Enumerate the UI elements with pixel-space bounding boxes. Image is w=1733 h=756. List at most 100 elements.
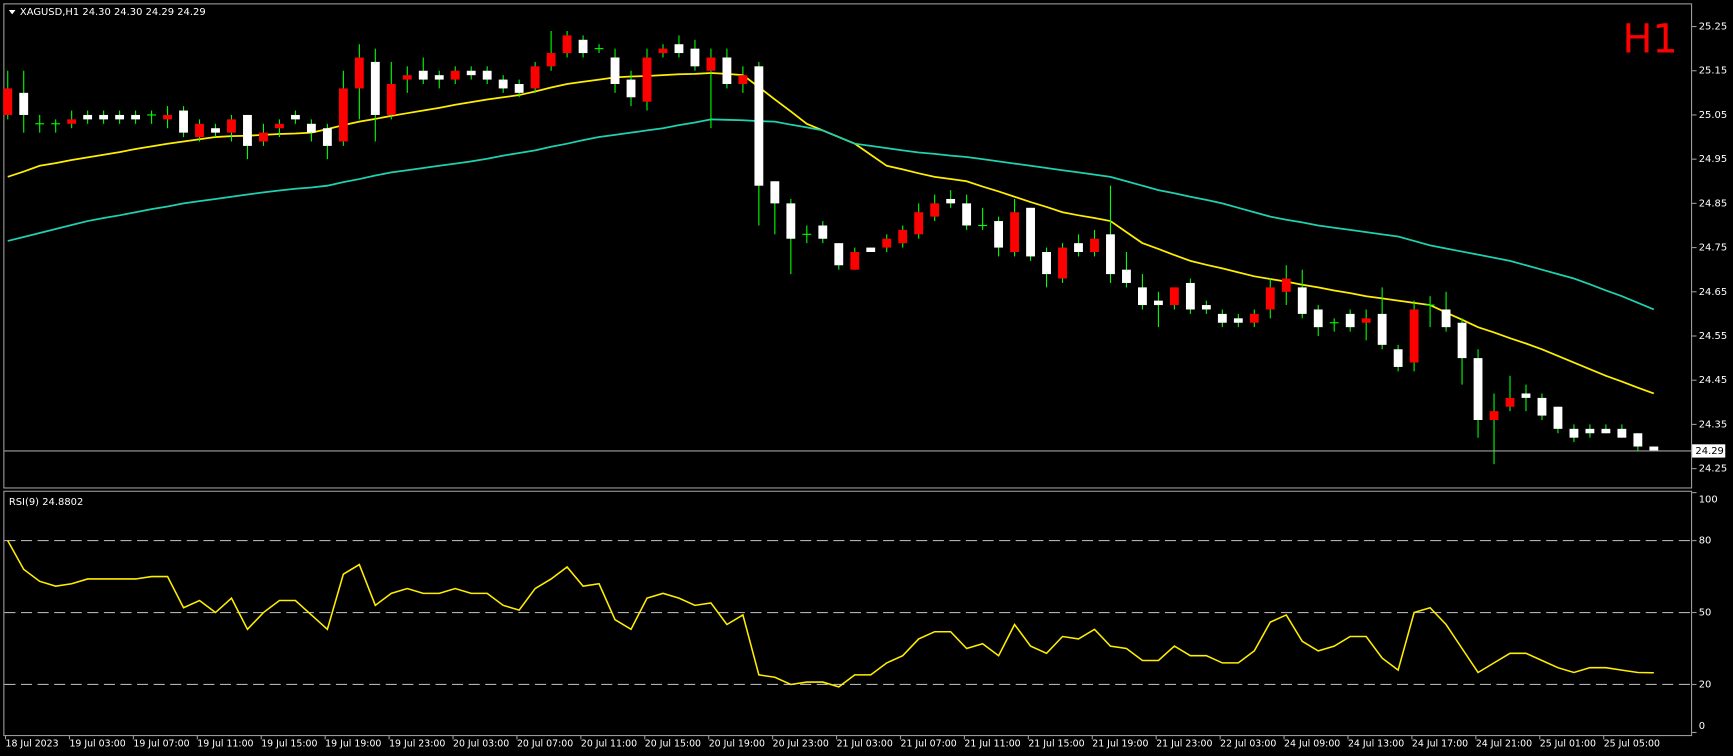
candle-body xyxy=(962,203,972,226)
x-tick-label: 19 Jul 23:00 xyxy=(389,738,445,749)
candle-body xyxy=(834,243,844,266)
y-tick-label: 24.25 xyxy=(1699,464,1727,475)
y-tick-label: 80 xyxy=(1699,536,1712,547)
candle-body xyxy=(227,119,236,133)
candle-body xyxy=(19,92,29,115)
candle-body xyxy=(738,75,748,85)
candle-body xyxy=(450,70,460,80)
candle-body xyxy=(386,84,396,115)
candle-body xyxy=(1585,428,1595,434)
candle-body xyxy=(402,75,412,80)
x-tick-label: 21 Jul 19:00 xyxy=(1092,738,1148,749)
y-tick-label: 25.15 xyxy=(1699,66,1727,77)
candle-body xyxy=(179,110,188,133)
candle-body xyxy=(1409,309,1419,363)
candle-body xyxy=(1297,287,1307,314)
x-tick-label: 25 Jul 01:00 xyxy=(1540,738,1596,749)
candle-body xyxy=(1441,309,1451,328)
y-tick-label: 20 xyxy=(1699,679,1712,690)
candle-body xyxy=(1521,393,1531,398)
candle-body xyxy=(786,203,796,239)
candle-body xyxy=(914,212,924,235)
menu-arrow xyxy=(8,9,16,15)
candle-body xyxy=(1377,313,1387,345)
candle-body xyxy=(706,57,716,71)
candle-body xyxy=(1537,397,1547,416)
price-panel xyxy=(3,3,1693,489)
current-price-box xyxy=(1692,444,1726,458)
x-tick-label: 19 Jul 11:00 xyxy=(197,738,253,749)
current-price-label: 24.29 xyxy=(1695,446,1723,457)
candle-body xyxy=(290,114,300,120)
candle-body xyxy=(1505,397,1515,407)
candle-body xyxy=(1313,309,1323,328)
candle-body xyxy=(1153,300,1163,306)
candle-body xyxy=(1058,247,1067,279)
x-tick-label: 19 Jul 03:00 xyxy=(69,738,125,749)
rsi-title: RSI(9) 24.8802 xyxy=(9,497,83,508)
x-tick-label: 18 Jul 2023 xyxy=(6,738,59,749)
candle-body xyxy=(1233,318,1243,323)
candle-body xyxy=(882,238,892,248)
y-tick-label: 25.05 xyxy=(1699,110,1727,121)
candle-body xyxy=(243,114,252,146)
y-tick-label: 25.25 xyxy=(1699,22,1727,33)
candle-body xyxy=(1010,212,1019,253)
candle-body xyxy=(1265,287,1275,310)
candle-body xyxy=(1138,287,1147,306)
candle-body xyxy=(546,53,556,67)
x-tick-label: 20 Jul 15:00 xyxy=(645,738,701,749)
candle-body xyxy=(163,114,172,120)
y-tick-label: 24.95 xyxy=(1699,154,1727,165)
candle-body xyxy=(1633,433,1643,447)
candle-body xyxy=(578,39,588,54)
rsi-line xyxy=(7,540,1654,688)
candle-body xyxy=(1042,252,1051,275)
candle-body xyxy=(1217,313,1227,323)
chart-title: XAGUSD,H1 24.30 24.30 24.29 24.29 xyxy=(20,7,206,18)
y-tick-label: 24.55 xyxy=(1699,331,1727,342)
candle-body xyxy=(482,70,492,80)
y-tick-label: 24.75 xyxy=(1699,243,1727,254)
y-tick-label: 24.65 xyxy=(1699,287,1727,298)
candle-body xyxy=(131,114,141,120)
candle-body xyxy=(1361,318,1371,323)
x-tick-label: 21 Jul 03:00 xyxy=(837,738,893,749)
candle-body xyxy=(1201,305,1211,310)
candle-body xyxy=(930,203,940,217)
x-tick-label: 19 Jul 19:00 xyxy=(325,738,381,749)
candle-body xyxy=(338,88,348,142)
y-tick-label: 24.85 xyxy=(1699,198,1727,209)
candle-body xyxy=(306,123,316,133)
candle-body xyxy=(1457,322,1467,359)
y-tick-label: 24.45 xyxy=(1699,375,1727,386)
candle-body xyxy=(259,132,268,142)
moving-average xyxy=(7,118,1655,311)
x-tick-label: 21 Jul 15:00 xyxy=(1028,738,1084,749)
candle-body xyxy=(67,119,77,124)
x-tick-label: 19 Jul 07:00 xyxy=(133,738,189,749)
candle-body xyxy=(211,128,220,133)
x-tick-label: 20 Jul 03:00 xyxy=(453,738,509,749)
x-tick-label: 24 Jul 13:00 xyxy=(1348,738,1404,749)
x-tick-label: 21 Jul 23:00 xyxy=(1156,738,1212,749)
x-tick-label: 22 Jul 03:00 xyxy=(1220,738,1276,749)
candle-body xyxy=(1249,313,1259,323)
candle-body xyxy=(1617,428,1627,438)
candle-body xyxy=(1122,269,1131,283)
candle-body xyxy=(498,79,508,89)
candle-body xyxy=(754,66,764,186)
x-tick-label: 20 Jul 23:00 xyxy=(773,738,829,749)
candle-body xyxy=(898,229,908,244)
candle-body xyxy=(1473,358,1483,420)
candle-body xyxy=(1553,406,1563,429)
candle-body xyxy=(946,198,956,204)
rsi-panel xyxy=(3,490,1693,737)
candle-body xyxy=(770,181,780,204)
candle-body xyxy=(83,114,93,120)
candle-body xyxy=(354,57,364,89)
x-tick-label: 20 Jul 19:00 xyxy=(709,738,765,749)
candle-body xyxy=(1026,207,1035,257)
